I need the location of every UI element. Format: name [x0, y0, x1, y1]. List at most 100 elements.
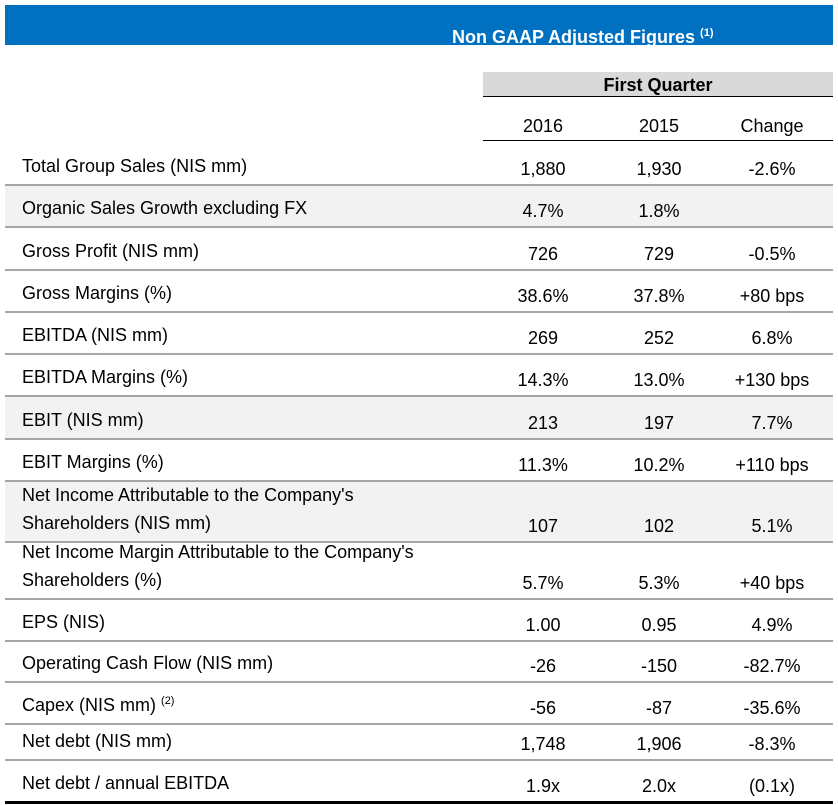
value-change: +40 bps: [739, 573, 805, 593]
row-label: EBIT Margins (%): [22, 452, 164, 472]
value-2016: 1,748: [520, 734, 566, 754]
row-label-cell: EBIT Margins (%): [22, 448, 164, 476]
row-label: EBITDA (NIS mm): [22, 325, 169, 345]
table-title: Non GAAP Adjusted Figures (1): [452, 27, 714, 48]
value-change: +80 bps: [739, 286, 805, 306]
footnote-ref: (1): [700, 27, 714, 39]
value-change: -35.6%: [743, 698, 801, 718]
value-2015: 0.95: [641, 615, 677, 635]
value-change: -82.7%: [743, 656, 801, 676]
value-2015: 102: [643, 516, 675, 536]
row-label-cell: Gross Profit (NIS mm): [22, 237, 199, 265]
row-label-cell: EBITDA Margins (%): [22, 363, 188, 391]
row-label: Net Income Margin Attributable to the Co…: [22, 542, 414, 562]
table-row: Net debt (NIS mm) 1,748 1,906 -8.3%: [5, 725, 833, 761]
table-row: EBITDA Margins (%) 14.3% 13.0% +130 bps: [5, 355, 833, 397]
value-2015: 1,930: [636, 159, 682, 179]
value-2016: 269: [527, 328, 559, 348]
row-label: Total Group Sales (NIS mm): [22, 156, 248, 176]
row-label: Capex (NIS mm): [22, 695, 157, 715]
value-change: 4.9%: [751, 615, 793, 635]
table-row: Gross Profit (NIS mm) 726 729 -0.5%: [5, 228, 833, 271]
row-label: Net debt / annual EBITDA: [22, 773, 230, 793]
column-headers: 2016 2015 Change: [483, 116, 833, 141]
value-2015: -87: [645, 698, 672, 718]
value-2015: 10.2%: [633, 455, 685, 475]
value-change: -0.5%: [748, 244, 796, 264]
row-label: Operating Cash Flow (NIS mm): [22, 653, 274, 673]
row-label-cell: Total Group Sales (NIS mm): [22, 152, 247, 180]
value-2016: 11.3%: [518, 455, 568, 475]
value-change: 5.1%: [751, 516, 793, 536]
value-change: -2.6%: [748, 159, 796, 179]
period-header: First Quarter: [483, 72, 833, 97]
row-label: Net debt (NIS mm): [22, 731, 173, 751]
value-2015: 1.8%: [638, 201, 680, 221]
col-change: Change: [740, 116, 804, 136]
row-label: EPS (NIS): [22, 612, 106, 632]
row-label-line2: Shareholders (NIS mm): [22, 513, 212, 533]
value-change: +130 bps: [734, 370, 810, 390]
value-change: 6.8%: [751, 328, 793, 348]
col-2015: 2015: [638, 116, 680, 136]
table-row: Organic Sales Growth excluding FX 4.7% 1…: [5, 186, 833, 228]
value-2016: 107: [527, 516, 559, 536]
row-label-line2: Shareholders (%): [22, 570, 163, 590]
value-2016: 1.00: [525, 615, 561, 635]
table-row: Gross Margins (%) 38.6% 37.8% +80 bps: [5, 271, 833, 313]
value-2016: 1.9x: [525, 776, 561, 796]
table-row: Operating Cash Flow (NIS mm) -26 -150 -8…: [5, 642, 833, 683]
row-label-cell: EPS (NIS): [22, 608, 105, 636]
row-label: Gross Profit (NIS mm): [22, 241, 200, 261]
value-2015: 2.0x: [641, 776, 677, 796]
value-2016: 14.3%: [517, 370, 569, 390]
title-banner: Non GAAP Adjusted Figures (1): [5, 5, 833, 48]
value-2015: 252: [643, 328, 675, 348]
value-2016: -56: [529, 698, 556, 718]
value-2015: 5.3%: [638, 573, 680, 593]
value-2015: 13.0%: [633, 370, 685, 390]
table-row: EBITDA (NIS mm) 269 252 6.8%: [5, 313, 833, 355]
row-label-cell: EBIT (NIS mm): [22, 406, 144, 434]
value-2016: 726: [527, 244, 559, 264]
value-2016: 1,880: [520, 159, 566, 179]
value-2015: 1,906: [636, 734, 682, 754]
row-label: EBIT (NIS mm): [22, 410, 144, 430]
row-label: EBITDA Margins (%): [22, 367, 189, 387]
row-label-cell: Capex (NIS mm) (2): [22, 687, 174, 719]
row-label-cell: Net Income Attributable to the Company's…: [22, 481, 354, 537]
table-row: Net Income Margin Attributable to the Co…: [5, 542, 833, 600]
value-2015: 729: [643, 244, 675, 264]
row-label: Gross Margins (%): [22, 283, 173, 303]
col-2016: 2016: [522, 116, 564, 136]
table-row: Net debt / annual EBITDA 1.9x 2.0x (0.1x…: [5, 761, 833, 804]
value-2016: 4.7%: [522, 201, 564, 221]
row-label-cell: Net debt (NIS mm): [22, 727, 172, 755]
title-text: Non GAAP Adjusted Figures: [452, 27, 696, 47]
value-2015: 37.8%: [633, 286, 685, 306]
table-row: EPS (NIS) 1.00 0.95 4.9%: [5, 600, 833, 642]
value-2016: 213: [527, 413, 559, 433]
table-row: Capex (NIS mm) (2) -56 -87 -35.6%: [5, 683, 833, 725]
value-change: 7.7%: [751, 413, 793, 433]
footnote-ref: (2): [161, 695, 175, 707]
value-change: -8.3%: [748, 734, 796, 754]
row-label: Net Income Attributable to the Company's: [22, 485, 354, 505]
row-label-cell: Operating Cash Flow (NIS mm): [22, 649, 273, 677]
table-row: Net Income Attributable to the Company's…: [5, 482, 833, 543]
value-2016: -26: [529, 656, 556, 676]
table-row: EBIT Margins (%) 11.3% 10.2% +110 bps: [5, 440, 833, 482]
value-change: +110 bps: [735, 455, 809, 475]
value-2015: 197: [643, 413, 675, 433]
table-row: Total Group Sales (NIS mm) 1,880 1,930 -…: [5, 143, 833, 186]
value-2016: 5.7%: [522, 573, 564, 593]
table-row: EBIT (NIS mm) 213 197 7.7%: [5, 397, 833, 440]
row-label-cell: EBITDA (NIS mm): [22, 321, 168, 349]
row-label: Organic Sales Growth excluding FX: [22, 198, 308, 218]
row-label-cell: Net debt / annual EBITDA: [22, 769, 229, 797]
value-change: (0.1x): [748, 776, 795, 796]
row-label-cell: Organic Sales Growth excluding FX: [22, 194, 307, 222]
value-2016: 38.6%: [517, 286, 569, 306]
row-label-cell: Net Income Margin Attributable to the Co…: [22, 538, 414, 594]
